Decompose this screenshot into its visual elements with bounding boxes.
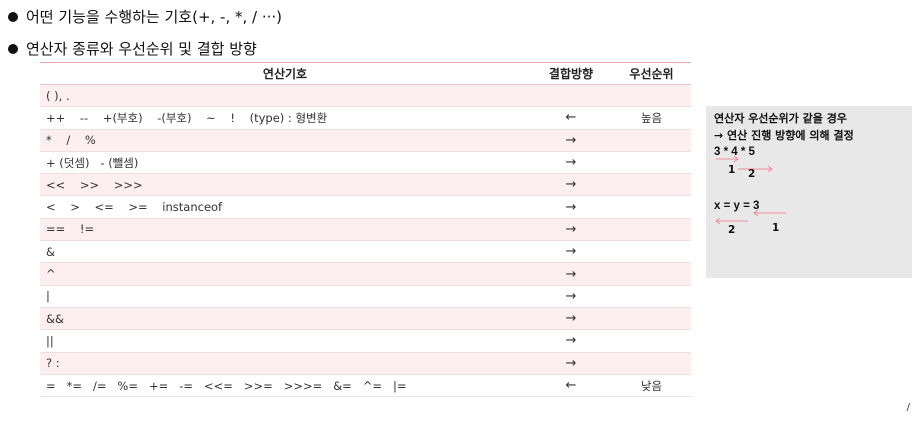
direction-cell	[530, 84, 612, 108]
precedence-cell	[612, 129, 691, 152]
table-row: | →	[40, 285, 691, 308]
direction-cell: →	[530, 218, 612, 242]
precedence-cell	[612, 262, 691, 286]
operator-cell: &	[40, 240, 530, 264]
precedence-cell: 낮음	[612, 374, 691, 398]
corner-mark: /	[906, 402, 910, 413]
header-precedence: 우선순위	[612, 62, 691, 85]
table-row: ++ -- +(부호) -(부호) ~ ! (type) : 형변환 ← 높음	[40, 106, 691, 130]
direction-cell: →	[530, 240, 612, 264]
direction-cell: →	[530, 173, 612, 197]
direction-cell: →	[530, 352, 612, 375]
precedence-cell	[612, 151, 691, 175]
associativity-note: 연산자 우선순위가 같을 경우 → 연산 진행 방향에 의해 결정 3 * 4 …	[706, 106, 912, 278]
direction-cell: →	[530, 195, 612, 219]
operator-cell: &&	[40, 307, 530, 331]
operator-cell: ( ), .	[40, 84, 530, 108]
precedence-cell	[612, 285, 691, 308]
direction-cell: →	[530, 329, 612, 353]
precedence-cell	[612, 84, 691, 108]
precedence-cell	[612, 240, 691, 264]
table-row: < > <= >= instanceof →	[40, 195, 691, 219]
precedence-cell: 높음	[612, 106, 691, 130]
direction-cell: →	[530, 262, 612, 286]
bullet-text: 어떤 기능을 수행하는 기호(+, -, *, / ···)	[26, 8, 283, 26]
table-header-row: 연산기호 결합방향 우선순위	[40, 62, 691, 85]
order-number: 2	[748, 168, 756, 180]
order-number: 2	[728, 224, 736, 236]
direction-cell: →	[530, 129, 612, 152]
precedence-cell	[612, 329, 691, 353]
operator-cell: ||	[40, 329, 530, 353]
operator-cell: ^	[40, 262, 530, 286]
direction-cell: →	[530, 285, 612, 308]
bullet-text: 연산자 종류와 우선순위 및 결합 방향	[26, 40, 257, 58]
table-row: & →	[40, 240, 691, 264]
table-row: + (덧셈) - (뺄셈) →	[40, 151, 691, 175]
order-number: 1	[728, 164, 736, 176]
left-to-right-arrows-icon	[716, 155, 773, 173]
operator-cell: ++ -- +(부호) -(부호) ~ ! (type) : 형변환	[40, 106, 530, 130]
precedence-cell	[612, 352, 691, 375]
bullet-dot-icon	[8, 11, 18, 22]
table-row: && →	[40, 307, 691, 331]
operator-cell: + (덧셈) - (뺄셈)	[40, 151, 530, 175]
header-direction: 결합방향	[530, 62, 612, 85]
direction-cell: ←	[530, 106, 612, 130]
order-number: 1	[772, 222, 780, 234]
example-left-order: 1 2	[714, 155, 904, 184]
table-row: ? : →	[40, 352, 691, 375]
operator-cell: << >> >>>	[40, 173, 530, 197]
bullet-dot-icon	[8, 43, 18, 54]
direction-cell: ←	[530, 374, 612, 398]
note-rule: → 연산 진행 방향에 의해 결정	[714, 129, 854, 142]
bullet-operator-definition: 어떤 기능을 수행하는 기호(+, -, *, / ···)	[8, 6, 282, 27]
operator-cell: * / %	[40, 129, 530, 152]
direction-cell: →	[530, 151, 612, 175]
operator-cell: < > <= >= instanceof	[40, 195, 530, 219]
operator-cell: |	[40, 285, 530, 308]
table-row: ^ →	[40, 262, 691, 286]
bullet-operator-types: 연산자 종류와 우선순위 및 결합 방향	[8, 38, 257, 59]
precedence-cell	[612, 173, 691, 197]
header-operator: 연산기호	[40, 62, 530, 85]
precedence-cell	[612, 195, 691, 219]
note-title: 연산자 우선순위가 같을 경우	[714, 112, 847, 125]
operator-cell: == !=	[40, 218, 530, 242]
table-row: || →	[40, 329, 691, 353]
table-row: << >> >>> →	[40, 173, 691, 197]
table-row: = *= /= %= += -= <<= >>= >>>= &= ^= |= ← 낮…	[40, 374, 691, 398]
table-row: == != →	[40, 218, 691, 242]
example-right-assoc: x = y = 3	[714, 200, 760, 212]
precedence-cell	[612, 218, 691, 242]
direction-cell: →	[530, 307, 612, 331]
example-right-order: 2 1	[714, 209, 904, 238]
operator-cell: = *= /= %= += -= <<= >>= >>>= &= ^= |=	[40, 374, 530, 398]
table-row: ( ), .	[40, 84, 691, 108]
table-row: * / % →	[40, 129, 691, 152]
example-left-assoc: 3 * 4 * 5	[714, 146, 755, 158]
precedence-cell	[612, 307, 691, 331]
operator-cell: ? :	[40, 352, 530, 375]
operator-precedence-table: 연산기호 결합방향 우선순위 ( ), . ++ -- +(부호) -(부호) ~…	[40, 62, 691, 398]
right-to-left-arrows-icon	[715, 209, 786, 225]
